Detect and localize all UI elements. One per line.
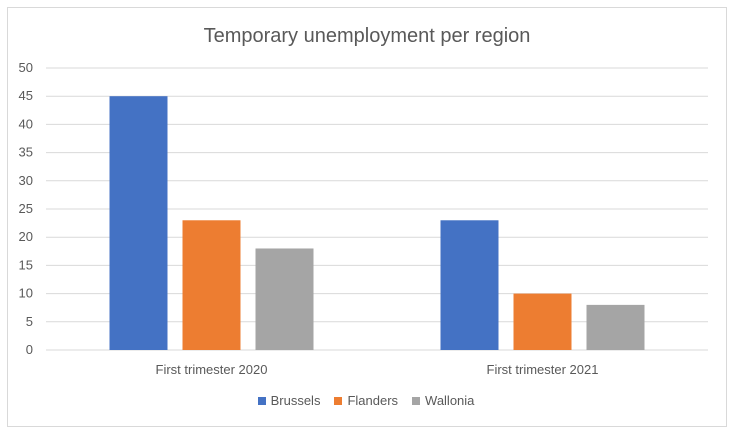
y-tick-label: 15 [19,257,33,272]
legend-label: Wallonia [425,393,475,408]
x-category-label: First trimester 2020 [156,362,268,377]
legend-item-flanders: Flanders [334,393,398,408]
legend-swatch [334,396,343,405]
bar-wallonia [255,248,314,350]
y-tick-label: 20 [19,229,33,244]
legend-item-brussels: Brussels [257,393,321,408]
legend-label: Flanders [347,393,399,408]
y-tick-label: 30 [19,173,33,188]
y-tick-label: 0 [26,342,33,357]
legend-label: Brussels [270,393,321,408]
bar-wallonia [586,304,645,350]
y-tick-label: 10 [19,286,33,301]
bar-flanders [182,220,241,350]
y-tick-label: 50 [19,60,33,75]
chart-legend: Brussels Flanders Wallonia [0,393,732,408]
legend-swatch [412,396,421,405]
bar-brussels [440,220,499,350]
chart-title: Temporary unemployment per region [204,25,531,47]
y-tick-label: 40 [19,116,33,131]
legend-item-wallonia: Wallonia [412,393,474,408]
y-tick-label: 5 [26,314,33,329]
legend-swatch [257,396,266,405]
x-category-label: First trimester 2021 [487,362,599,377]
bar-flanders [513,293,572,350]
bar-brussels [109,96,168,350]
y-tick-label: 45 [19,88,33,103]
y-tick-label: 25 [19,201,33,216]
y-tick-label: 35 [19,145,33,160]
